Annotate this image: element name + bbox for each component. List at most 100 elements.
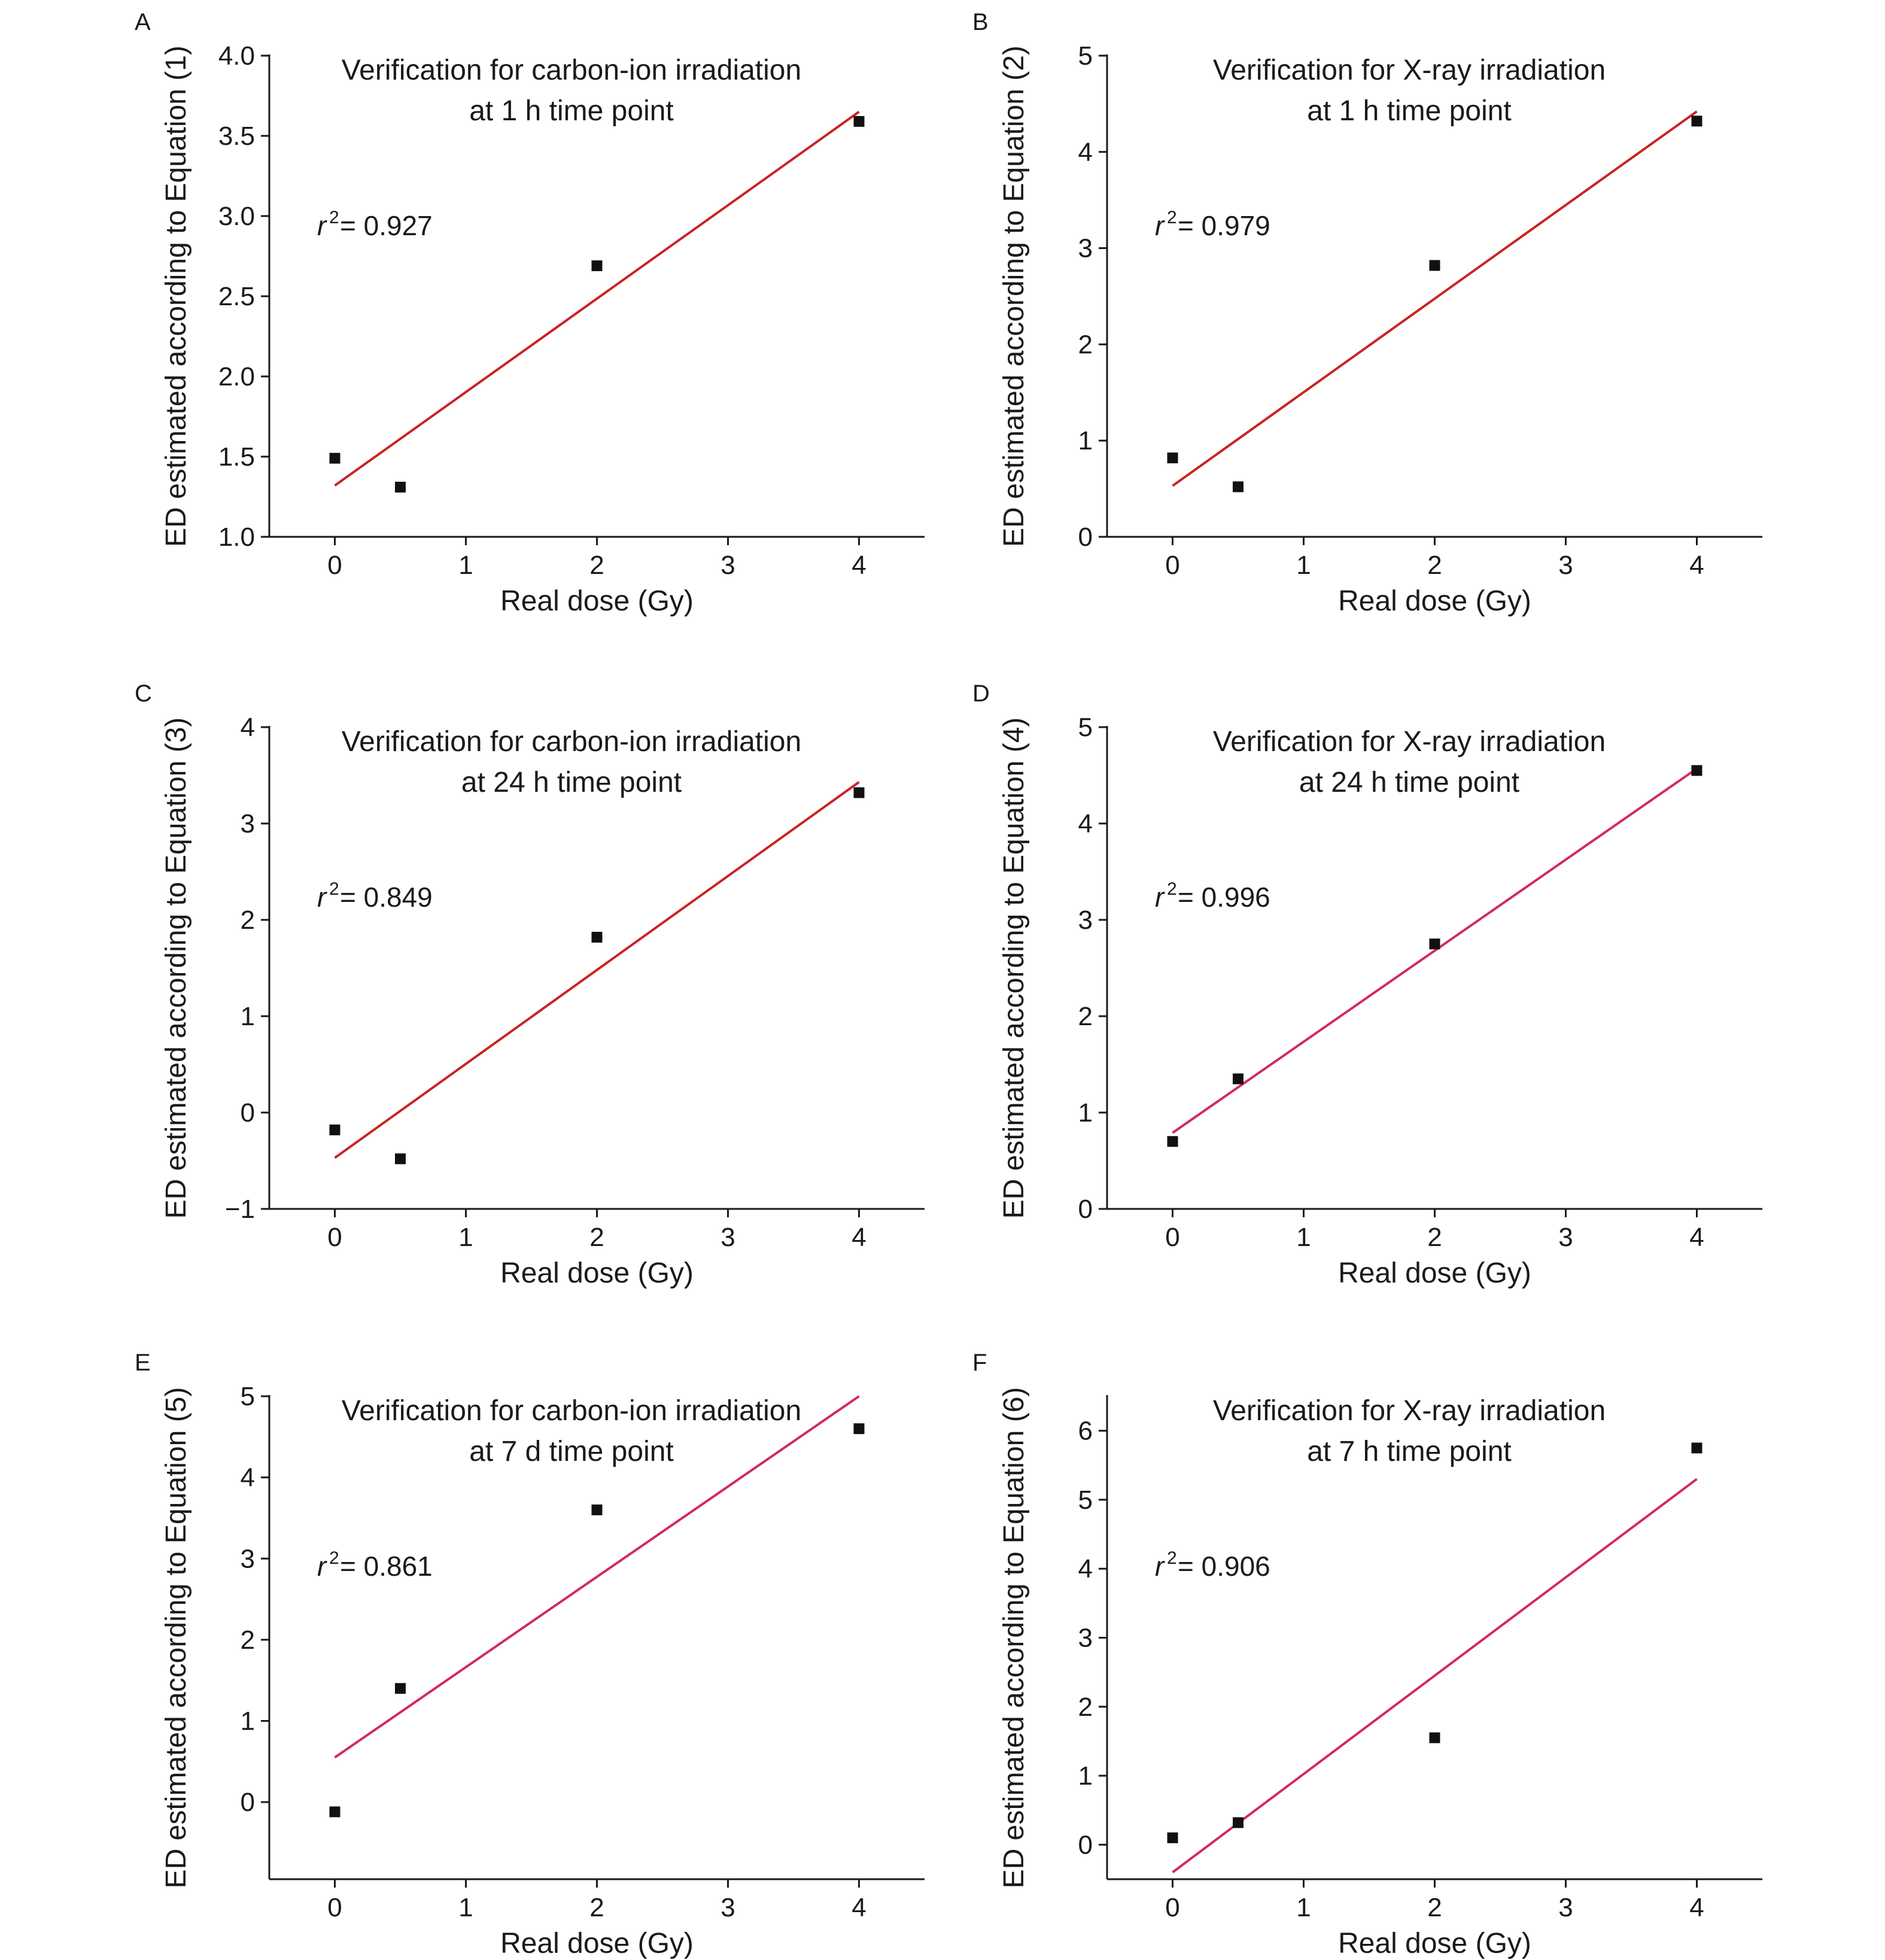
data-point — [1691, 1442, 1702, 1454]
panel-letter: D — [972, 680, 990, 707]
y-tick-label: 3 — [1078, 1624, 1093, 1653]
data-point — [1233, 481, 1244, 493]
y-tick-label: 2 — [1078, 330, 1093, 359]
y-axis-label: ED estimated according to Equation (3) — [160, 718, 192, 1219]
x-tick-label: 0 — [327, 1223, 342, 1252]
y-tick-label: 1.5 — [218, 442, 255, 472]
x-tick-label: 3 — [720, 1893, 735, 1922]
y-tick-label: 2.0 — [218, 362, 255, 391]
y-tick-label: 5 — [1078, 1485, 1093, 1515]
x-axis-label: Real dose (Gy) — [500, 585, 694, 617]
x-axis-label: Real dose (Gy) — [500, 1928, 694, 1959]
chart-title-line: Verification for X-ray irradiation — [1213, 726, 1606, 758]
data-point — [329, 452, 340, 464]
r2-superscript: 2 — [1167, 1548, 1177, 1568]
x-tick-label: 0 — [1165, 551, 1179, 580]
data-point — [1691, 116, 1702, 127]
x-tick-label: 4 — [1689, 551, 1704, 580]
y-axis-label: ED estimated according to Equation (1) — [160, 45, 192, 547]
panel-letter: C — [135, 680, 152, 707]
x-tick-label: 4 — [852, 1893, 866, 1922]
data-point — [1167, 1136, 1178, 1147]
regression-line — [334, 781, 860, 1159]
y-tick-label: 0 — [1078, 522, 1093, 552]
x-tick-label: 2 — [589, 1223, 604, 1252]
x-tick-label: 1 — [458, 1893, 473, 1922]
x-tick-label: 0 — [327, 551, 342, 580]
regression-line — [334, 111, 860, 487]
regression-line — [1172, 110, 1698, 487]
chart-title-line: at 7 d time point — [469, 1436, 674, 1467]
data-point — [591, 260, 603, 272]
x-tick-label: 1 — [1296, 551, 1311, 580]
y-tick-label: 3 — [241, 809, 255, 838]
y-axis-label: ED estimated according to Equation (2) — [998, 45, 1030, 547]
x-tick-label: 2 — [589, 551, 604, 580]
r2-symbol: r — [317, 1551, 327, 1582]
r2-symbol: r — [317, 210, 327, 241]
data-point — [395, 1683, 406, 1694]
data-point — [1233, 1817, 1244, 1828]
chart-title-line: Verification for carbon-ion irradiation — [342, 1395, 801, 1427]
r2-symbol: r — [1155, 882, 1165, 913]
data-point — [1429, 1732, 1440, 1743]
r2-value: = 0.927 — [340, 210, 433, 241]
y-tick-label: 0 — [1078, 1830, 1093, 1859]
chart-title-line: at 1 h time point — [469, 95, 674, 127]
data-point — [853, 787, 865, 798]
y-tick-label: 0 — [241, 1098, 255, 1128]
x-tick-label: 4 — [1689, 1893, 1704, 1922]
y-tick-label: 3 — [241, 1544, 255, 1573]
x-tick-label: 3 — [1558, 1223, 1573, 1252]
x-axis-label: Real dose (Gy) — [500, 1257, 694, 1289]
y-tick-label: 4 — [1078, 138, 1093, 167]
r2-value: = 0.861 — [340, 1551, 433, 1582]
x-tick-label: 3 — [1558, 551, 1573, 580]
r2-superscript: 2 — [1167, 208, 1177, 227]
data-point — [853, 1423, 865, 1435]
data-point — [395, 481, 406, 493]
y-tick-label: 1 — [1078, 1761, 1093, 1791]
x-tick-label: 0 — [1165, 1893, 1179, 1922]
data-point — [853, 116, 865, 127]
panel-f: F 0 1 2 3 4 0 1 2 3 4 5 6 Real dose (Gy) ED estimated … — [972, 1350, 1762, 1959]
y-tick-label: 4 — [241, 713, 255, 742]
data-point — [329, 1124, 340, 1135]
x-tick-label: 1 — [458, 1223, 473, 1252]
panel-letter: F — [972, 1350, 987, 1376]
y-tick-label: 3.0 — [218, 202, 255, 231]
r2-value: = 0.849 — [340, 882, 433, 913]
y-tick-label: 3 — [1078, 234, 1093, 263]
panel-a: A 0 1 2 3 4 1.0 1.5 2.0 2.5 3.0 3.5 4.0 Real dose (Gy… — [135, 9, 925, 617]
x-axis-label: Real dose (Gy) — [1338, 585, 1531, 617]
x-tick-label: 1 — [1296, 1893, 1311, 1922]
y-tick-label: 3 — [1078, 905, 1093, 935]
r2-superscript: 2 — [329, 879, 339, 899]
chart-title-line: Verification for X-ray irradiation — [1213, 1395, 1606, 1427]
y-tick-label: 5 — [1078, 41, 1093, 71]
chart-title-line: Verification for carbon-ion irradiation — [342, 726, 801, 758]
regression-line — [1172, 1478, 1698, 1874]
x-tick-label: 2 — [1427, 1223, 1442, 1252]
y-tick-label: 4.0 — [218, 41, 255, 71]
data-point — [1167, 452, 1178, 464]
r2-value: = 0.979 — [1178, 210, 1270, 241]
y-tick-label: 5 — [241, 1382, 255, 1411]
x-tick-label: 2 — [1427, 1893, 1442, 1922]
panel-d: D 0 1 2 3 4 0 1 2 3 4 5 Real dose (Gy) ED estimated a… — [972, 680, 1762, 1289]
panel-b: B 0 1 2 3 4 0 1 2 3 4 5 Real dose (Gy) ED estimated a… — [972, 9, 1762, 617]
data-point — [1233, 1073, 1244, 1084]
y-axis-label: ED estimated according to Equation (5) — [160, 1387, 192, 1889]
data-point — [395, 1153, 406, 1165]
data-point — [1691, 765, 1702, 776]
y-tick-label: 1 — [1078, 426, 1093, 455]
panel-e: E 0 1 2 3 4 0 1 2 3 4 5 Real dose (Gy) ED estimated a… — [135, 1350, 925, 1959]
y-tick-label: 1.0 — [218, 522, 255, 552]
y-tick-label: 4 — [1078, 1554, 1093, 1584]
chart-title-line: Verification for carbon-ion irradiation — [342, 54, 801, 86]
data-point — [591, 931, 603, 943]
data-point — [329, 1806, 340, 1818]
y-tick-label: 3.5 — [218, 121, 255, 151]
x-tick-label: 1 — [458, 551, 473, 580]
r2-superscript: 2 — [1167, 879, 1177, 899]
